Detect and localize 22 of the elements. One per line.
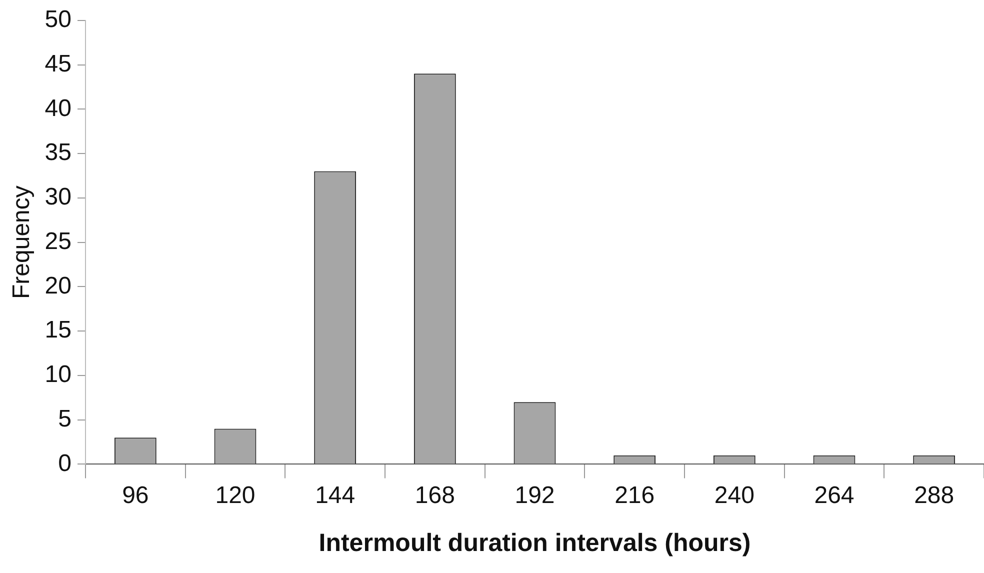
x-tick-label: 192	[514, 482, 555, 510]
y-tick-label: 30	[44, 184, 72, 211]
x-tick-label: 96	[122, 482, 149, 510]
y-tick-label: 40	[44, 94, 72, 122]
x-tick-label: 216	[614, 482, 655, 510]
y-tick-label: 10	[44, 361, 72, 388]
x-tick-label: 240	[714, 482, 754, 510]
y-tick-label: 25	[44, 228, 72, 255]
x-tick-label: 120	[215, 482, 256, 510]
y-tick-label: 0	[58, 450, 72, 477]
x-tick-label: 288	[914, 482, 954, 510]
y-axis-title: Frequency	[8, 186, 36, 299]
y-tick-label: 50	[44, 6, 72, 34]
y-tick-label: 15	[44, 316, 72, 344]
y-tick-label: 20	[44, 272, 72, 300]
y-tick-label: 35	[44, 139, 72, 166]
x-tick-label: 168	[414, 482, 455, 510]
x-tick-label: 264	[814, 482, 854, 510]
x-axis-title: Intermoult duration intervals (hours)	[318, 528, 751, 557]
x-tick-label: 144	[315, 482, 356, 510]
y-tick-label: 5	[58, 405, 72, 432]
y-tick-label: 45	[44, 50, 72, 78]
